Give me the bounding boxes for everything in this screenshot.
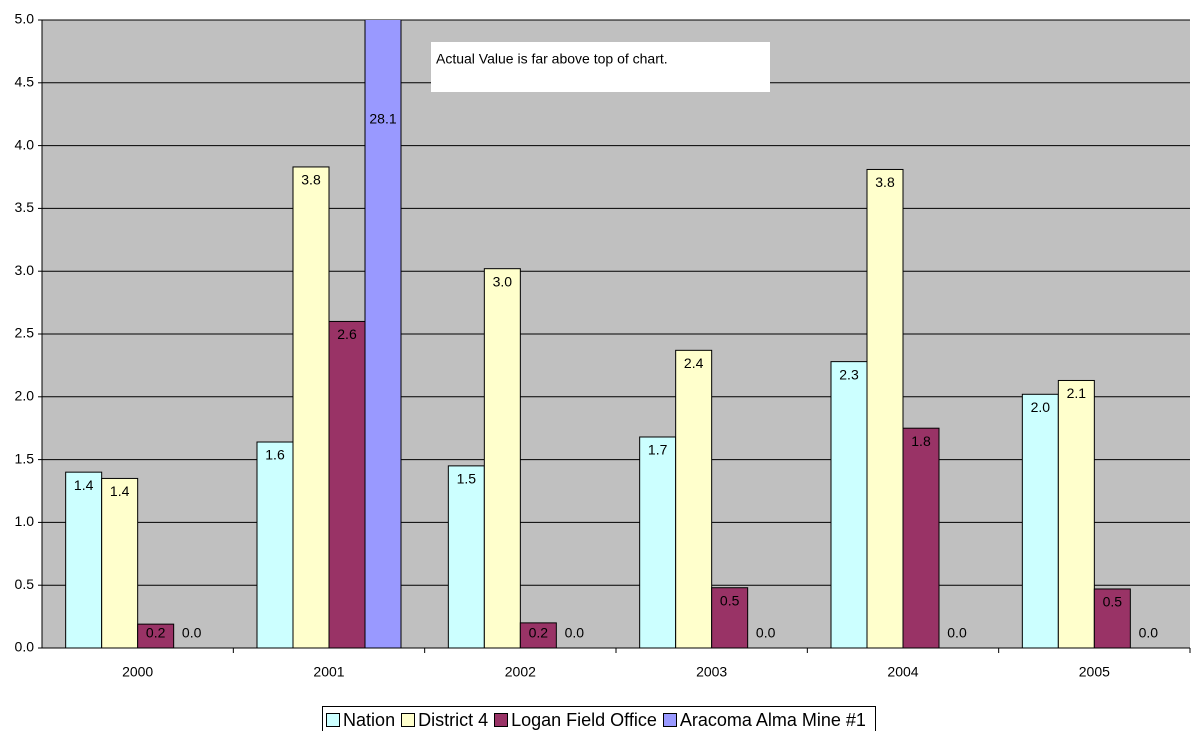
data-label: 3.8 (875, 174, 895, 190)
bars (65, 20, 1131, 648)
legend-label: Logan Field Office (511, 709, 657, 730)
bar (364, 20, 402, 648)
annotation-box (431, 42, 770, 92)
data-label: 0.2 (146, 625, 166, 641)
y-tick-label: 3.5 (15, 199, 35, 215)
annotation: Actual Value is far above top of chart. (436, 51, 668, 67)
data-label: 1.7 (648, 442, 668, 458)
y-tick-label: 0.0 (15, 639, 35, 655)
legend: Nation District 4 Logan Field Office Aracom… (0, 706, 1198, 731)
legend-item: Aracoma Alma Mine #1 (662, 709, 866, 731)
data-label: 2.3 (839, 366, 859, 382)
legend-swatch (662, 713, 677, 727)
y-tick-label: 2.0 (15, 388, 35, 404)
data-label: 2.6 (337, 326, 357, 342)
bar (65, 471, 103, 648)
y-tick-label: 3.0 (15, 262, 35, 278)
data-label: 3.8 (301, 172, 321, 188)
bar (328, 320, 366, 648)
data-label: 0.5 (1103, 594, 1123, 610)
legend-label: Nation (343, 709, 396, 730)
data-label: 3.0 (493, 273, 513, 289)
x-tick-label: 2002 (505, 664, 536, 680)
x-tick-label: 2001 (313, 664, 344, 680)
x-tick-label: 2005 (1079, 664, 1110, 680)
y-tick-label: 5.0 (15, 11, 35, 27)
data-label: 1.4 (74, 477, 94, 493)
data-label: 0.0 (1139, 625, 1159, 641)
bar (256, 441, 294, 648)
data-label: 0.2 (529, 625, 549, 641)
data-label: 28.1 (369, 111, 396, 127)
bar (711, 587, 749, 648)
bar (137, 623, 175, 648)
data-label: 1.5 (457, 471, 477, 487)
data-label: 1.8 (911, 433, 931, 449)
data-label: 0.0 (756, 625, 776, 641)
x-tick-label: 2004 (887, 664, 918, 680)
data-label: 2.0 (1031, 399, 1051, 415)
x-tick-label: 2000 (122, 664, 153, 680)
data-label: 2.1 (1067, 385, 1087, 401)
y-tick-label: 1.0 (15, 513, 35, 529)
bar (639, 436, 677, 648)
bar (447, 465, 485, 648)
bar (830, 361, 868, 648)
y-tick-label: 2.5 (15, 325, 35, 341)
bar (866, 168, 904, 648)
y-tick-label: 4.5 (15, 74, 35, 90)
data-label: 2.4 (684, 355, 704, 371)
legend-swatch (326, 713, 341, 727)
y-tick-label: 1.5 (15, 450, 35, 466)
bar (101, 477, 139, 648)
bar (902, 427, 940, 648)
legend-label: District 4 (418, 709, 489, 730)
x-tick-label: 2003 (696, 664, 727, 680)
bar (1093, 588, 1131, 648)
legend-label: Aracoma Alma Mine #1 (679, 709, 866, 730)
data-label: 1.6 (265, 447, 285, 463)
bar (519, 622, 557, 648)
legend-item: Nation (326, 710, 395, 731)
y-tick-label: 0.5 (15, 576, 35, 592)
data-label: 0.0 (947, 625, 967, 641)
bar (292, 166, 330, 648)
data-label: 1.4 (110, 483, 130, 499)
data-label: 0.0 (565, 625, 585, 641)
legend-item: Logan Field Office (494, 710, 657, 731)
chart: 0.0 0.5 1.0 1.5 2.0 2.5 3.0 3.5 4.0 4.5 5.0 2000 1.4… (15, 11, 1191, 680)
bar (675, 349, 713, 648)
legend-swatch (401, 713, 416, 727)
y-tick-label: 4.0 (15, 136, 35, 152)
legend-swatch (494, 713, 509, 727)
data-label: 0.5 (720, 592, 740, 608)
data-label: 0.0 (182, 625, 202, 641)
legend-item: District 4 (401, 710, 488, 731)
legend-box: Nation District 4 Logan Field Office Aracom… (322, 706, 876, 731)
bar (1021, 393, 1059, 648)
bar (483, 268, 521, 648)
bar (1057, 379, 1095, 648)
